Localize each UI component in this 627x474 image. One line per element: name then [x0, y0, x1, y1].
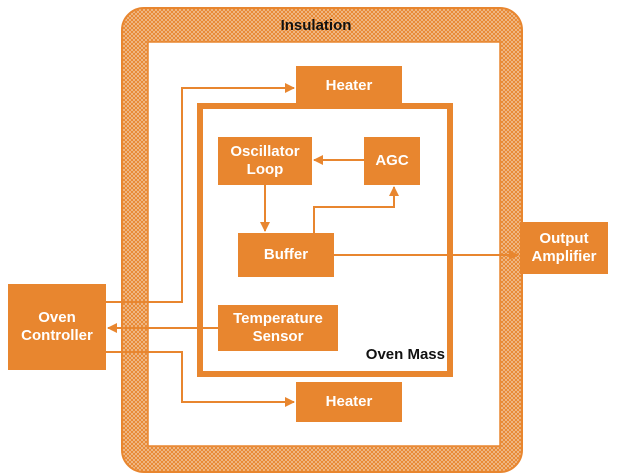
- node-label: Heater: [326, 77, 373, 94]
- node-box: [238, 233, 334, 277]
- wire: [313, 186, 399, 233]
- node-label: Oscillator: [230, 143, 299, 160]
- node-label: Output: [539, 230, 588, 247]
- wire: [106, 83, 295, 303]
- node-box: [296, 382, 402, 422]
- node-label: Buffer: [264, 246, 308, 263]
- node-box: [296, 66, 402, 106]
- wires: [106, 83, 519, 407]
- node-label: Amplifier: [531, 248, 596, 265]
- node-label: Heater: [326, 393, 373, 410]
- node-label: Oven: [38, 309, 76, 326]
- node-box: [520, 222, 608, 274]
- node-label: AGC: [375, 152, 409, 169]
- node-box: [8, 284, 106, 370]
- node-label: Sensor: [253, 328, 304, 345]
- wire: [106, 351, 295, 407]
- oven-mass-label: Oven Mass: [366, 346, 445, 363]
- node-box: [218, 137, 312, 185]
- node-box: [218, 305, 338, 351]
- node-box: [364, 137, 420, 185]
- node-label: Temperature: [233, 310, 323, 327]
- insulation-label: Insulation: [281, 17, 352, 34]
- node-label: Loop: [247, 161, 284, 178]
- node-label: Controller: [21, 327, 93, 344]
